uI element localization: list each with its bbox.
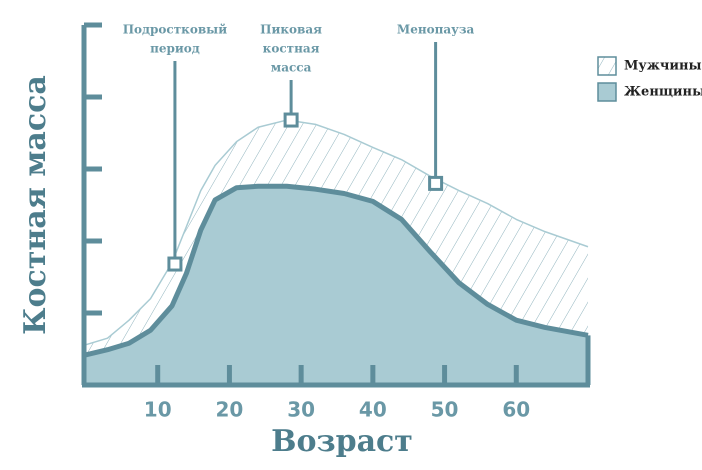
y-axis-label: Костная масса bbox=[18, 75, 53, 335]
legend-label: Мужчины bbox=[624, 59, 702, 74]
annotation-text: костная bbox=[263, 42, 320, 56]
x-axis-label: Возраст bbox=[271, 424, 413, 459]
legend-swatch bbox=[597, 82, 617, 102]
legend-swatch bbox=[597, 56, 617, 76]
series-line bbox=[85, 183, 589, 358]
x-tick-label: 50 bbox=[431, 398, 459, 422]
annotation-text: Подростковый bbox=[123, 23, 228, 37]
x-tick-label: 10 bbox=[144, 398, 172, 422]
annotation-marker bbox=[428, 175, 444, 191]
x-tick-label: 60 bbox=[502, 398, 530, 422]
annotation-text: Менопауза bbox=[397, 23, 475, 37]
annotation-marker bbox=[167, 256, 183, 272]
x-tick-label: 30 bbox=[287, 398, 315, 422]
x-tick-label: 40 bbox=[359, 398, 387, 422]
legend-label: Женщины bbox=[624, 85, 702, 100]
annotation-text: масса bbox=[271, 61, 312, 75]
area-fill bbox=[86, 186, 588, 385]
x-tick-label: 20 bbox=[216, 398, 244, 422]
annotation-text: Пиковая bbox=[260, 23, 322, 37]
annotation-marker bbox=[283, 112, 299, 128]
annotation-text: период bbox=[150, 42, 200, 56]
